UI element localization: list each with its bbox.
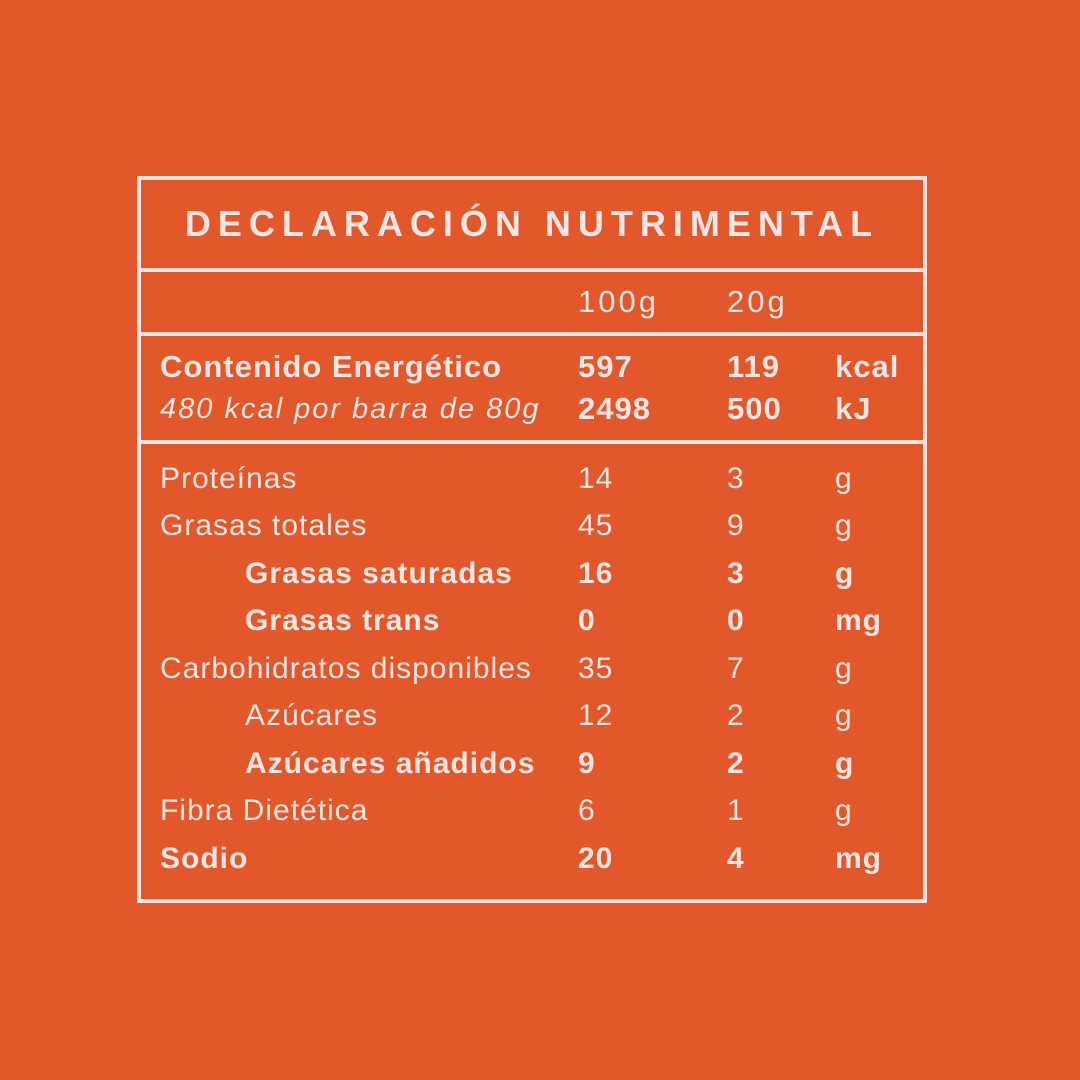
value-100g: 35 <box>578 651 614 685</box>
value-100g: 6 <box>578 794 596 827</box>
value-100g: 9 <box>578 746 596 780</box>
value-100g: 12 <box>578 699 614 732</box>
energy-kcal-20g: 119 <box>727 348 781 384</box>
nutrient-name: Fibra Dietética <box>160 794 369 827</box>
value-20g: 3 <box>727 461 745 495</box>
value-20g: 4 <box>727 841 745 875</box>
value-100g: 20 <box>578 841 614 875</box>
value-20g: 2 <box>727 699 745 732</box>
table-row: Grasas trans 0 0 mg <box>141 604 923 638</box>
title-section: DECLARACIÓN NUTRIMENTAL <box>141 180 923 272</box>
value-100g: 16 <box>578 556 614 590</box>
nutrient-name: Grasas saturadas <box>245 556 513 590</box>
energy-kcal-row: Contenido Energético 597 119 kcal <box>141 349 923 385</box>
column-header-100g: 100g <box>578 284 659 319</box>
nutrient-name: Azúcares <box>245 699 379 732</box>
column-header-20g: 20g <box>727 284 788 319</box>
table-row: Azúcares 12 2 g <box>141 699 923 733</box>
value-20g: 3 <box>727 556 745 590</box>
table-row: Carbohidratos disponibles 35 7 g <box>141 652 923 686</box>
unit: g <box>835 794 853 827</box>
value-20g: 7 <box>727 651 745 685</box>
unit: g <box>835 651 853 685</box>
unit: g <box>835 461 853 495</box>
nutrient-name: Azúcares añadidos <box>245 746 536 780</box>
unit: mg <box>835 841 882 875</box>
table-row: Sodio 20 4 mg <box>141 842 923 876</box>
value-100g: 14 <box>578 461 614 495</box>
nutrition-label-panel: DECLARACIÓN NUTRIMENTAL 100g 20g Conteni… <box>137 176 927 903</box>
value-20g: 0 <box>727 604 745 637</box>
nutrient-name: Grasas trans <box>245 604 441 637</box>
energy-kj-unit: kJ <box>835 391 872 427</box>
energy-kcal-unit: kcal <box>835 348 900 384</box>
nutrient-name: Carbohidratos disponibles <box>160 651 532 685</box>
energy-label: Contenido Energético <box>160 348 503 384</box>
table-row: Grasas totales 45 9 g <box>141 509 923 543</box>
table-row: Proteínas 14 3 g <box>141 462 923 496</box>
value-20g: 1 <box>727 794 745 827</box>
unit: mg <box>835 604 882 637</box>
nutrient-name: Grasas totales <box>160 509 368 542</box>
value-20g: 9 <box>727 509 745 542</box>
label-title: DECLARACIÓN NUTRIMENTAL <box>184 203 880 244</box>
table-row: Fibra Dietética 6 1 g <box>141 794 923 828</box>
energy-kj-100g: 2498 <box>578 391 651 427</box>
energy-section: Contenido Energético 597 119 kcal 480 kc… <box>141 336 923 444</box>
energy-note: 480 kcal por barra de 80g <box>160 392 541 425</box>
column-header-section: 100g 20g <box>141 272 923 336</box>
value-100g: 45 <box>578 509 614 542</box>
energy-kj-20g: 500 <box>727 391 782 427</box>
nutrient-name: Sodio <box>160 841 249 875</box>
energy-kcal-100g: 597 <box>578 348 633 384</box>
unit: g <box>835 699 853 732</box>
nutrients-section: Proteínas 14 3 g Grasas totales 45 9 g G… <box>141 444 923 899</box>
energy-kj-row: 480 kcal por barra de 80g 2498 500 kJ <box>141 391 923 427</box>
value-20g: 2 <box>727 746 745 780</box>
unit: g <box>835 509 853 542</box>
nutrient-name: Proteínas <box>160 461 298 495</box>
unit: g <box>835 746 855 780</box>
unit: g <box>835 556 855 590</box>
table-row: Grasas saturadas 16 3 g <box>141 557 923 591</box>
value-100g: 0 <box>578 604 596 637</box>
table-row: Azúcares añadidos 9 2 g <box>141 747 923 781</box>
